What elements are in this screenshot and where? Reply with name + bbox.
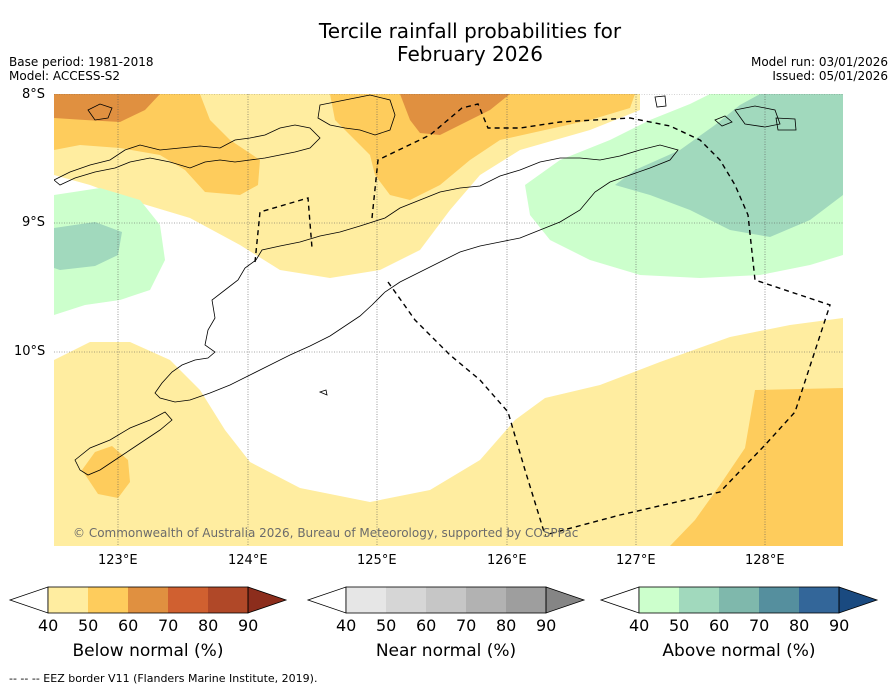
above-normal-colorbar-segment: [759, 587, 799, 613]
above-normal-colorbar-tick: 80: [789, 616, 810, 635]
lon-label-123e: 123°E: [98, 553, 138, 568]
map-area: [54, 94, 843, 546]
near-normal-colorbar-segment: [426, 587, 466, 613]
above-normal-colorbar-frame: [638, 586, 840, 614]
below-normal-colorbar-tick: 40: [38, 616, 59, 635]
islet-3-coastline: [714, 115, 733, 127]
near-normal-colorbar-tick: 60: [416, 616, 437, 635]
eez-legend: -- -- -- EEZ border V11 (Flanders Marine…: [9, 672, 318, 685]
colorbars: [8, 586, 879, 614]
above-normal-colorbar-tick: 40: [629, 616, 650, 635]
islet-6-coastline: [318, 389, 328, 396]
below-normal-colorbar-segment: [168, 587, 208, 613]
lat-label-8s: 8°S: [22, 87, 46, 102]
below-normal-colorbar-tick: 60: [118, 616, 139, 635]
below-normal-60-southeast: [670, 388, 843, 546]
below-normal-colorbar-tick: 90: [238, 616, 259, 635]
above-normal-colorbar-segment: [679, 587, 719, 613]
issued-date: Issued: 05/01/2026: [772, 69, 888, 83]
below-normal-colorbar-tick: 70: [158, 616, 179, 635]
above-normal-colorbar-tick: 60: [709, 616, 730, 635]
above-normal-colorbar-title: Above normal (%): [662, 641, 816, 661]
lat-label-9s: 9°S: [22, 215, 46, 230]
near-normal-colorbar-segment: [466, 587, 506, 613]
islet-2-coastline: [654, 95, 667, 108]
wetar-coastline: [317, 94, 396, 136]
map-title: Tercile rainfall probabilities for Febru…: [0, 20, 896, 66]
base-period: Base period: 1981-2018: [9, 55, 154, 69]
below-normal-colorbar-segment: [128, 587, 168, 613]
near-normal-colorbar-low-extend: [306, 586, 347, 614]
above-normal-colorbar-low-extend: [599, 586, 640, 614]
timor-coastline: [154, 144, 679, 403]
below-normal-colorbar-low-extend: [8, 586, 49, 614]
above-normal-colorbar-segment: [719, 587, 759, 613]
near-normal-colorbar-segment: [386, 587, 426, 613]
below-normal-50-south: [54, 318, 843, 546]
graticule: [54, 94, 843, 546]
below-normal-colorbar-segment: [48, 587, 88, 613]
lat-label-10s: 10°S: [14, 344, 46, 359]
meta-right: Model run: 03/01/2026 Issued: 05/01/2026: [751, 55, 888, 83]
lon-label-128e: 128°E: [745, 553, 785, 568]
above-normal-60-west: [54, 222, 122, 270]
below-normal-60-north-right: [330, 94, 635, 200]
eez-border: [254, 103, 831, 536]
below-normal-colorbar-high-extend: [247, 586, 288, 614]
above-normal-colorbar-tick: 50: [669, 616, 690, 635]
below-normal-colorbar-frame: [47, 586, 249, 614]
below-normal-colorbar-tick: 50: [78, 616, 99, 635]
near-normal-colorbar-segment: [506, 587, 546, 613]
below-normal-colorbar-segment: [208, 587, 248, 613]
islet-5-coastline: [775, 117, 797, 131]
below-normal-colorbar-tick: 80: [198, 616, 219, 635]
near-normal-colorbar-tick: 90: [536, 616, 557, 635]
above-normal-colorbar-segment: [639, 587, 679, 613]
above-normal-colorbar-high-extend: [838, 586, 879, 614]
islet-1-coastline: [87, 103, 113, 121]
near-normal-colorbar-frame: [345, 586, 547, 614]
below-normal-colorbar-segment: [88, 587, 128, 613]
below-normal-colorbar-title: Below normal (%): [72, 641, 224, 661]
copyright-notice: © Commonwealth of Australia 2026, Bureau…: [73, 526, 579, 540]
near-normal-colorbar-tick: 80: [496, 616, 517, 635]
rote-coastline: [74, 411, 173, 476]
lon-label-124e: 124°E: [228, 553, 268, 568]
alor-coastline: [54, 124, 321, 186]
lon-label-125e: 125°E: [357, 553, 397, 568]
near-normal-colorbar-high-extend: [545, 586, 586, 614]
near-normal-colorbar-tick: 50: [376, 616, 397, 635]
model-name: Model: ACCESS-S2: [9, 69, 121, 83]
model-run: Model run: 03/01/2026: [750, 55, 888, 69]
above-normal-colorbar-segment: [799, 587, 839, 613]
coastlines: [54, 94, 797, 476]
above-normal-colorbar-tick: 90: [829, 616, 850, 635]
lon-label-127e: 127°E: [616, 553, 656, 568]
near-normal-colorbar-tick: 70: [456, 616, 477, 635]
title-line-1: Tercile rainfall probabilities for: [318, 19, 622, 43]
lon-label-126e: 126°E: [487, 553, 527, 568]
above-normal-colorbar-tick: 70: [749, 616, 770, 635]
near-normal-colorbar-tick: 40: [336, 616, 357, 635]
near-normal-colorbar-title: Near normal (%): [375, 641, 517, 661]
title-line-2: February 2026: [397, 42, 543, 66]
below-normal-70-north-left: [54, 94, 160, 122]
near-normal-colorbar-segment: [346, 587, 386, 613]
islet-4-coastline: [734, 105, 781, 128]
meta-left: Base period: 1981-2018 Model: ACCESS-S2: [9, 55, 154, 83]
